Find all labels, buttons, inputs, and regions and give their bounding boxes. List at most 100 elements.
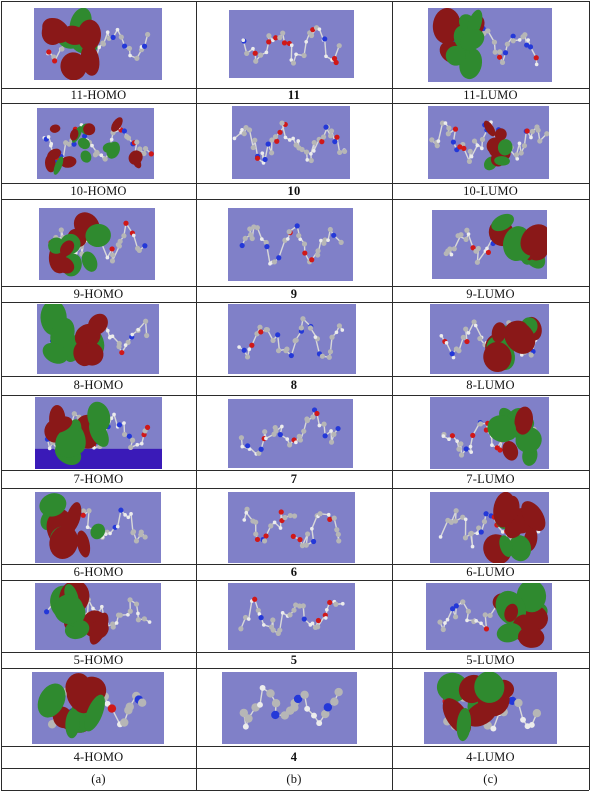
atom xyxy=(451,355,456,360)
caption-homo: 6-HOMO xyxy=(73,564,124,579)
atom xyxy=(300,316,306,322)
figure-cell-lumo xyxy=(392,302,589,376)
positive-lobe xyxy=(53,594,84,625)
positive-lobe xyxy=(65,708,80,739)
lumo-render-panel xyxy=(426,583,552,650)
atom xyxy=(524,128,530,134)
ball-and-stick-molecule xyxy=(241,25,342,66)
atom xyxy=(259,684,266,691)
atom xyxy=(126,433,132,439)
atom xyxy=(517,141,522,146)
table-rule xyxy=(1,652,589,653)
positive-lobe xyxy=(508,535,532,562)
atom xyxy=(518,150,524,156)
atom xyxy=(533,55,539,61)
atom xyxy=(324,54,328,59)
atom xyxy=(461,145,467,152)
atom xyxy=(258,446,264,452)
atom xyxy=(253,519,259,525)
atom xyxy=(283,135,288,140)
table-rule xyxy=(1,488,589,489)
figure-cell-homo xyxy=(1,103,196,183)
atom xyxy=(327,516,333,522)
atom xyxy=(100,41,107,47)
atom xyxy=(301,616,307,622)
atom xyxy=(315,617,322,624)
atom xyxy=(126,612,130,617)
table-rule xyxy=(1,470,589,471)
atom xyxy=(457,144,463,150)
atom xyxy=(334,134,340,140)
atom xyxy=(292,338,298,344)
atom xyxy=(257,324,263,330)
atom xyxy=(131,233,136,238)
figure-cell-structure xyxy=(196,488,392,564)
atom xyxy=(109,258,116,264)
atom xyxy=(458,452,465,458)
atom xyxy=(271,699,281,708)
atom xyxy=(515,156,520,161)
atom xyxy=(301,52,307,59)
render-background xyxy=(228,304,356,374)
atom xyxy=(326,354,332,360)
atom xyxy=(105,328,110,333)
orbital-lobes xyxy=(44,401,111,465)
atom xyxy=(276,255,282,261)
atom xyxy=(446,125,452,131)
atom xyxy=(241,347,247,353)
atom xyxy=(240,127,244,132)
atom xyxy=(296,232,302,239)
figure-cell-homo xyxy=(1,1,196,88)
atom xyxy=(125,339,131,345)
atom xyxy=(250,144,256,151)
atom xyxy=(502,50,509,56)
atom xyxy=(254,536,261,543)
atom xyxy=(439,333,444,338)
atom xyxy=(455,233,461,239)
atom xyxy=(258,615,264,621)
structure-render-panel xyxy=(228,492,355,563)
atom xyxy=(532,708,542,718)
figure-cell-structure xyxy=(196,103,392,183)
atom xyxy=(473,323,478,328)
negative-lobe xyxy=(502,441,519,461)
negative-lobe xyxy=(55,256,75,274)
atom xyxy=(337,149,343,156)
figure-cell-lumo xyxy=(392,1,589,88)
atom xyxy=(287,612,293,618)
atom xyxy=(299,543,306,549)
atom xyxy=(277,627,283,633)
atom xyxy=(133,538,140,544)
atom xyxy=(106,35,112,41)
atom xyxy=(252,137,258,143)
orbital-lobes xyxy=(40,304,108,367)
atom xyxy=(242,723,249,730)
atom xyxy=(86,508,92,514)
atom xyxy=(257,701,263,708)
atom xyxy=(296,139,301,143)
atom xyxy=(471,319,477,325)
atom xyxy=(528,352,534,358)
atom xyxy=(468,530,474,536)
atom xyxy=(305,531,311,537)
atom xyxy=(43,609,50,615)
atom xyxy=(322,433,328,439)
atom xyxy=(455,439,459,443)
positive-lobe xyxy=(81,251,98,272)
atom xyxy=(121,43,128,49)
atom xyxy=(463,236,469,243)
atom xyxy=(527,44,534,50)
atom xyxy=(122,421,126,425)
atom xyxy=(315,624,321,630)
orbital-lobes xyxy=(483,492,546,563)
caption-structure: 9 xyxy=(290,286,298,301)
positive-lobe xyxy=(474,672,505,703)
atom xyxy=(309,151,313,156)
atom xyxy=(310,414,316,420)
atom xyxy=(510,38,516,44)
atom xyxy=(496,54,503,60)
atom xyxy=(308,157,314,164)
atom xyxy=(469,450,474,454)
atom xyxy=(504,41,510,47)
table-rule xyxy=(1,1,2,790)
